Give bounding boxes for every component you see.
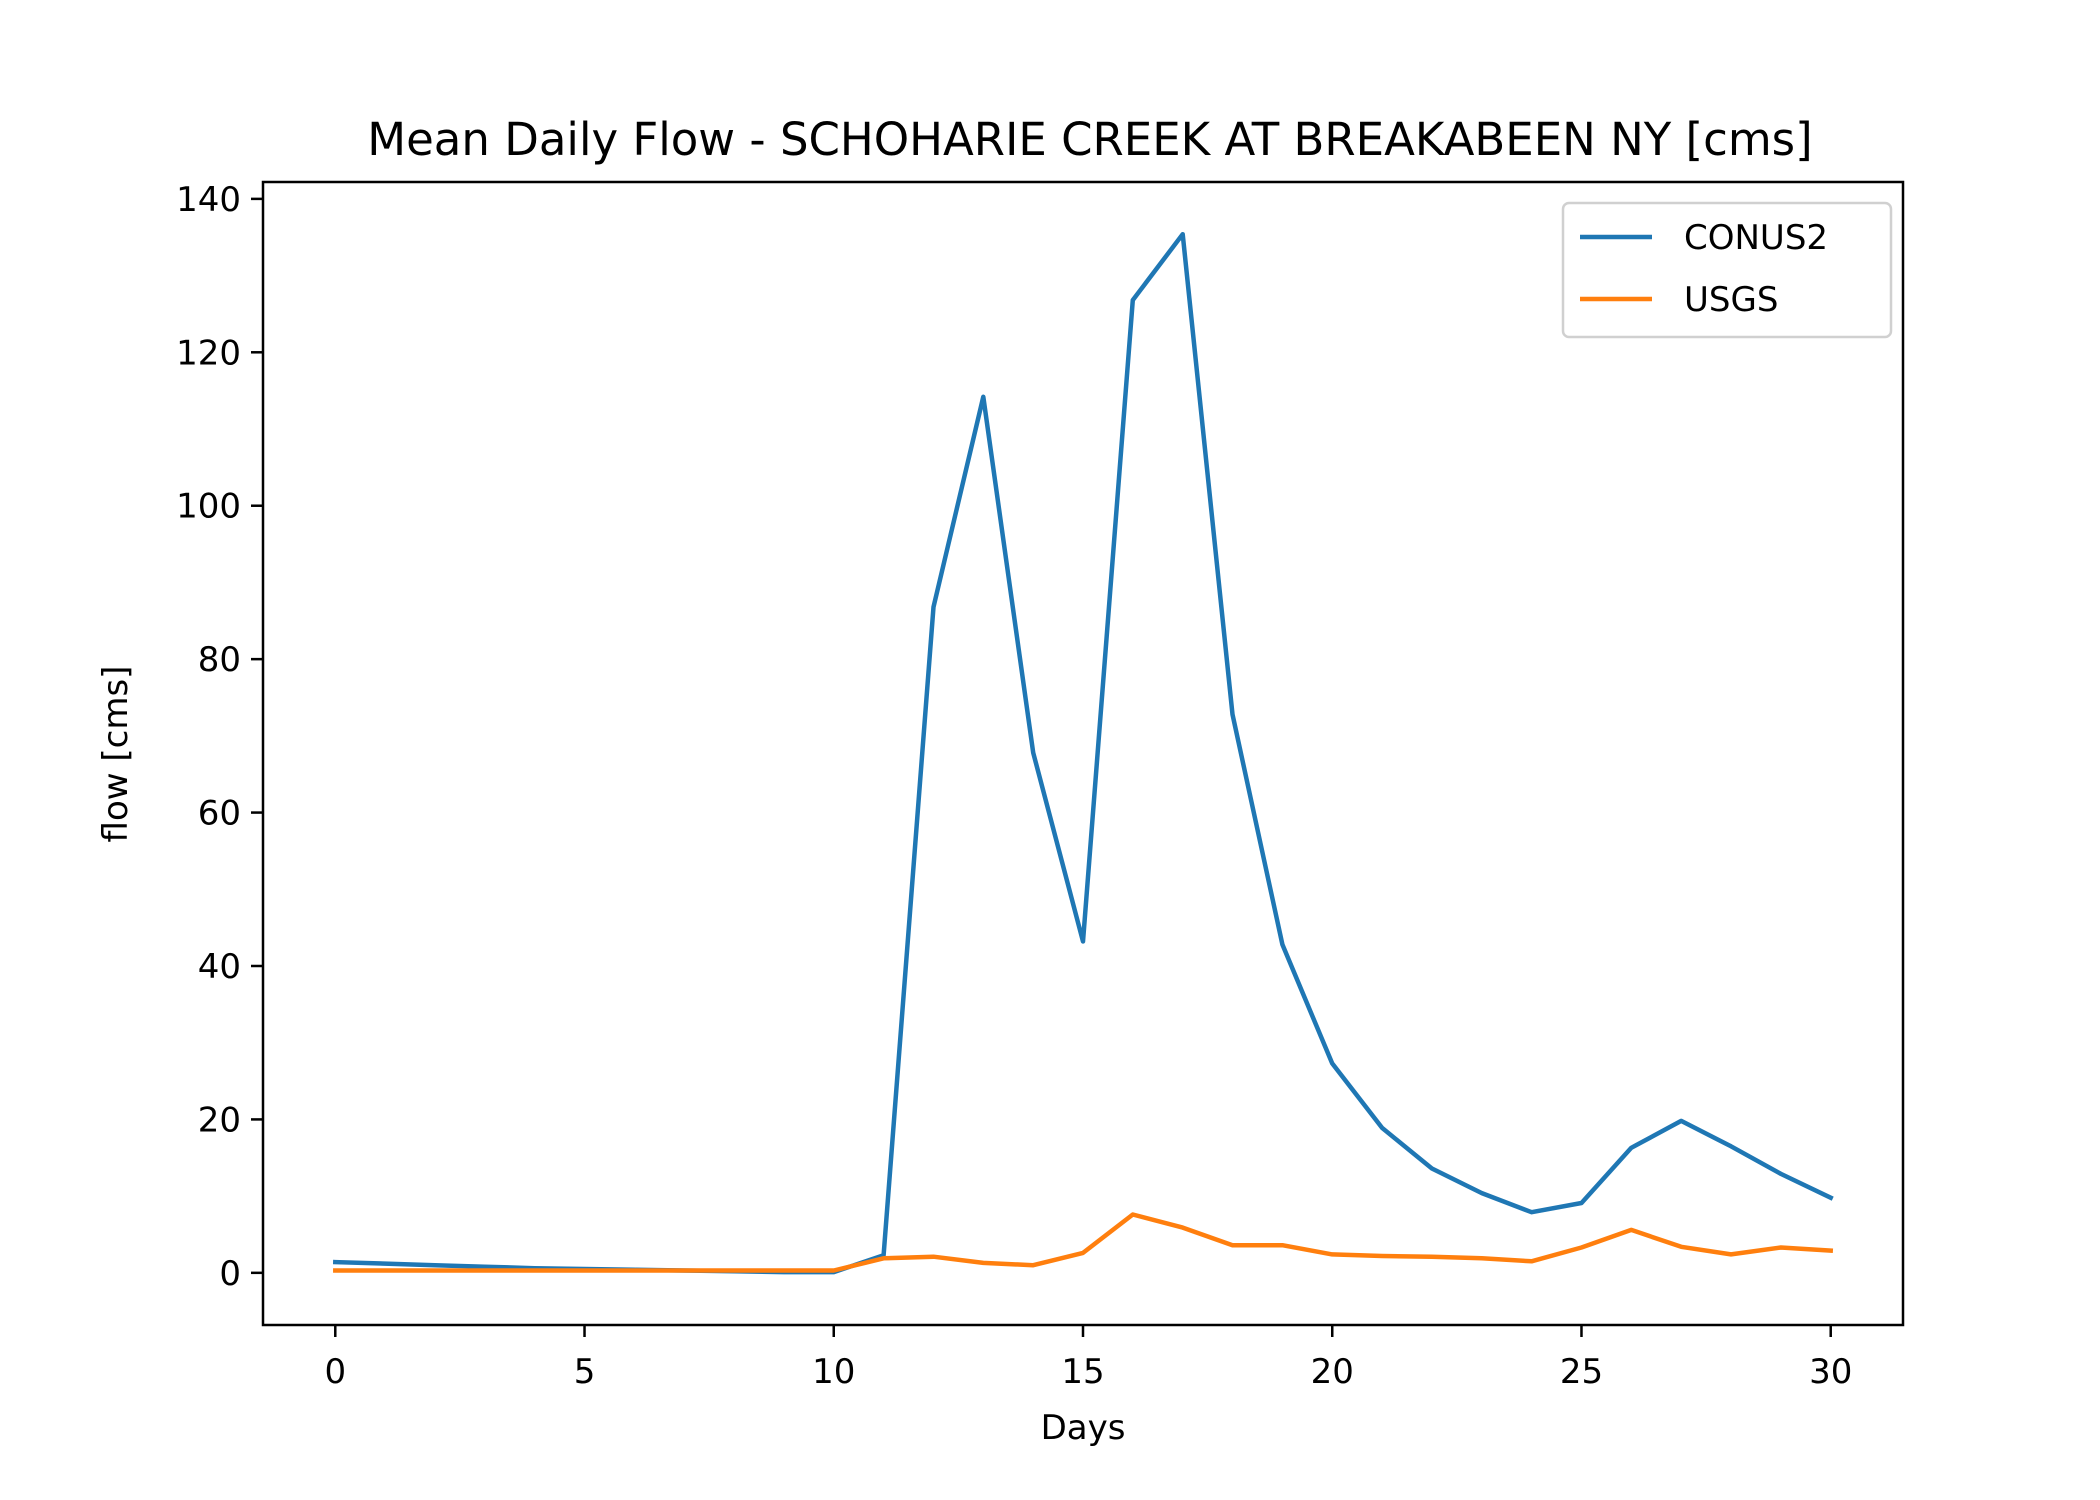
x-tick-label: 0: [324, 1352, 346, 1392]
x-tick-label: 5: [574, 1352, 596, 1392]
y-tick-label: 60: [198, 794, 241, 834]
x-axis: 0 5 10 15 20 25 30: [324, 1325, 1852, 1392]
x-tick-label: 25: [1560, 1352, 1603, 1392]
y-tick-label: 20: [198, 1100, 241, 1140]
legend-label-conus2: CONUS2: [1684, 218, 1828, 258]
legend-label-usgs: USGS: [1684, 280, 1778, 320]
y-tick-label: 40: [198, 947, 241, 987]
y-tick-label: 0: [219, 1254, 241, 1294]
y-tick-label: 80: [198, 640, 241, 680]
y-axis-title: flow [cms]: [96, 666, 136, 843]
x-tick-label: 15: [1061, 1352, 1104, 1392]
x-tick-label: 20: [1311, 1352, 1354, 1392]
y-axis: 0 20 40 60 80 100 120 140: [176, 180, 263, 1294]
chart-title: Mean Daily Flow - SCHOHARIE CREEK AT BRE…: [367, 113, 1812, 166]
plot-lines: [332, 231, 1834, 1275]
y-tick-label: 120: [176, 333, 241, 373]
y-tick-label: 100: [176, 487, 241, 527]
series-line-usgs: [333, 1212, 1834, 1273]
x-axis-title: Days: [1041, 1408, 1126, 1448]
x-tick-label: 10: [812, 1352, 855, 1392]
legend: CONUS2 USGS: [1561, 201, 1893, 339]
y-tick-label: 140: [176, 180, 241, 220]
x-tick-label: 30: [1809, 1352, 1852, 1392]
